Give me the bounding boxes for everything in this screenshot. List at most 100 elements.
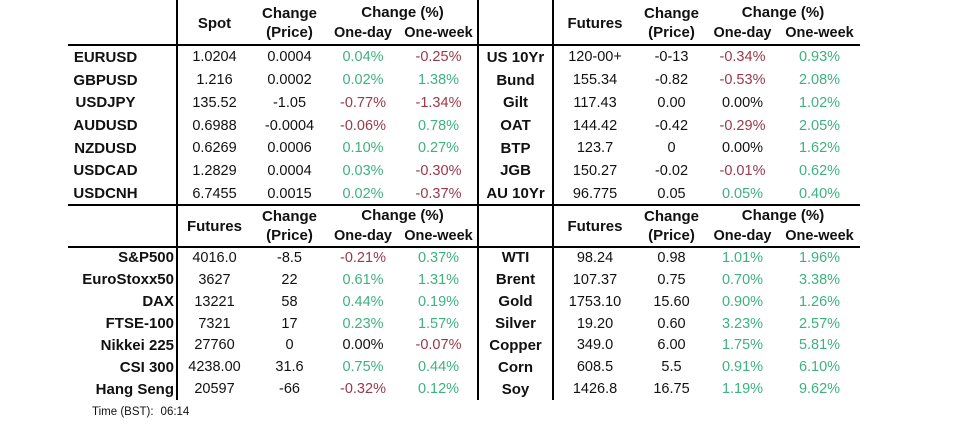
column-header-futures: Futures xyxy=(186,217,242,235)
instrument-label: Hang Seng xyxy=(95,380,174,398)
column-header-change-price: Change (Price) xyxy=(252,0,327,46)
change-price-cell: -8.5 xyxy=(277,249,302,266)
one-day-pct-cell: 0.00% xyxy=(721,94,764,111)
one-week-pct-cell: 1.31% xyxy=(417,271,460,288)
one-week-pct-cell: 0.27% xyxy=(417,140,460,157)
one-week-pct-cell: 9.62% xyxy=(798,381,841,398)
one-week-pct-cell: 2.08% xyxy=(798,72,841,89)
instrument-label: WTI xyxy=(501,249,530,267)
one-week-pct-cell: 0.12% xyxy=(417,381,460,398)
instrument-label: AUDUSD xyxy=(73,117,138,135)
one-week-label: One-week xyxy=(785,25,854,41)
timestamp: Time (BST): 06:14 xyxy=(92,406,189,418)
bond-table-body: US 10Yr 120-00+ -0-13 -0.34% 0.93% Bund 155.34… xyxy=(478,46,860,205)
one-day-pct-cell: 0.75% xyxy=(342,359,384,376)
table-row: Nikkei 225 27760 0 0.00% -0.07% xyxy=(0,334,478,356)
instrument-label: Copper xyxy=(489,336,542,354)
column-header-change-pct: Change (%) One-day One-week xyxy=(327,0,478,46)
one-week-pct-cell: 0.44% xyxy=(417,359,460,376)
one-week-pct-cell: 2.05% xyxy=(798,117,841,134)
change-label: Change xyxy=(643,5,699,22)
one-week-pct-cell: 1.57% xyxy=(417,315,460,332)
bond-table-header: Futures Change (Price) Change (%) One-da… xyxy=(478,0,860,46)
column-header-futures: Futures xyxy=(567,217,623,235)
change-price-cell: 0.98 xyxy=(657,249,686,266)
column-header-spot: Spot xyxy=(197,14,232,32)
price-cell: 20597 xyxy=(194,381,235,398)
one-day-pct-cell: 0.91% xyxy=(721,359,764,376)
one-day-pct-cell: 1.01% xyxy=(721,249,764,266)
header-spacer xyxy=(478,205,553,247)
instrument-label: Nikkei 225 xyxy=(100,336,174,354)
column-header-change-pct: Change (%) One-day One-week xyxy=(706,205,860,247)
instrument-label: USDCNH xyxy=(73,185,138,203)
change-label: Change xyxy=(261,208,317,225)
table-row: EuroStoxx50 3627 22 0.61% 1.31% xyxy=(0,269,478,291)
table-row: BTP 123.7 0 0.00% 1.62% xyxy=(478,137,860,160)
price-cell: 1.0204 xyxy=(192,49,237,66)
table-row: Copper 349.0 6.00 1.75% 5.81% xyxy=(478,334,860,356)
table-row: S&P500 4016.0 -8.5 -0.21% 0.37% xyxy=(0,247,478,269)
price-cell: 7321 xyxy=(198,315,231,332)
price-cell: 349.0 xyxy=(576,337,614,354)
one-week-pct-cell: -0.07% xyxy=(415,337,462,354)
instrument-label: Corn xyxy=(498,358,533,376)
instrument-label: USDJPY xyxy=(75,94,136,112)
one-day-pct-cell: -0.01% xyxy=(719,162,766,179)
change-price-cell: -66 xyxy=(279,381,300,398)
change-price-cell: -0.82 xyxy=(654,72,689,89)
one-day-pct-cell: 0.10% xyxy=(342,140,384,157)
change-price-cell: -0.02 xyxy=(654,162,689,179)
instrument-label: FTSE-100 xyxy=(105,315,174,332)
vertical-divider xyxy=(477,0,479,400)
one-day-pct-cell: 0.23% xyxy=(342,315,384,332)
price-cell: 4238.00 xyxy=(188,359,241,376)
change-price-cell: 22 xyxy=(281,271,298,288)
one-day-pct-cell: -0.34% xyxy=(719,49,766,66)
header-spacer xyxy=(0,205,177,247)
change-price-cell: -0-13 xyxy=(654,49,689,66)
price-label: (Price) xyxy=(648,24,695,41)
table-row: USDCNH 6.7455 0.0015 0.02% -0.37% xyxy=(0,182,478,205)
equity-table-body: S&P500 4016.0 -8.5 -0.21% 0.37% EuroStoxx50 36… xyxy=(0,247,478,400)
change-price-cell: 15.60 xyxy=(653,293,690,310)
one-day-pct-cell: 0.03% xyxy=(342,162,384,179)
price-cell: 144.42 xyxy=(572,117,618,134)
one-day-pct-cell: 0.02% xyxy=(342,185,384,202)
change-price-cell: 0.60 xyxy=(657,315,686,332)
price-cell: 150.27 xyxy=(572,162,618,179)
price-cell: 1753.10 xyxy=(568,293,622,310)
table-row: USDJPY 135.52 -1.05 -0.77% -1.34% xyxy=(0,91,478,114)
one-day-pct-cell: 1.19% xyxy=(721,381,764,398)
fx-table-body: EURUSD 1.0204 0.0004 0.04% -0.25% GBPUSD 1.216… xyxy=(0,46,478,205)
price-cell: 13221 xyxy=(194,293,235,310)
time-value: 06:14 xyxy=(160,406,190,418)
table-row: WTI 98.24 0.98 1.01% 1.96% xyxy=(478,247,860,269)
bond-futures-table: Futures Change (Price) Change (%) One-da… xyxy=(478,0,860,205)
change-price-cell: 0 xyxy=(667,140,676,157)
table-row: GBPUSD 1.216 0.0002 0.02% 1.38% xyxy=(0,69,478,92)
price-cell: 6.7455 xyxy=(192,185,237,202)
commodity-table-header: Futures Change (Price) Change (%) One-da… xyxy=(478,205,860,247)
change-price-cell: 0.0004 xyxy=(267,162,312,179)
one-week-pct-cell: -0.25% xyxy=(415,49,462,66)
table-row: EURUSD 1.0204 0.0004 0.04% -0.25% xyxy=(0,46,478,69)
one-day-pct-cell: 0.02% xyxy=(342,72,384,89)
instrument-label: Gold xyxy=(498,293,533,311)
table-row: AU 10Yr 96.775 0.05 0.05% 0.40% xyxy=(478,182,860,205)
one-week-pct-cell: 1.38% xyxy=(417,72,460,89)
one-week-pct-cell: 6.10% xyxy=(798,359,841,376)
one-week-pct-cell: 1.26% xyxy=(798,293,841,310)
instrument-label: Silver xyxy=(495,315,536,332)
instrument-label: BTP xyxy=(500,139,531,157)
column-header-change-price: Change (Price) xyxy=(637,0,706,46)
change-price-cell: 0.0004 xyxy=(267,49,312,66)
change-price-cell: -0.0004 xyxy=(264,117,315,134)
pct-subheaders: One-day One-week xyxy=(706,23,860,43)
equity-futures-table: Futures Change (Price) Change (%) One-da… xyxy=(0,205,478,400)
table-row: USDCAD 1.2829 0.0004 0.03% -0.30% xyxy=(0,160,478,183)
one-day-pct-cell: -0.06% xyxy=(340,117,386,134)
table-row: OAT 144.42 -0.42 -0.29% 2.05% xyxy=(478,114,860,137)
price-label: (Price) xyxy=(266,227,313,244)
pct-subheaders: One-day One-week xyxy=(706,226,860,246)
